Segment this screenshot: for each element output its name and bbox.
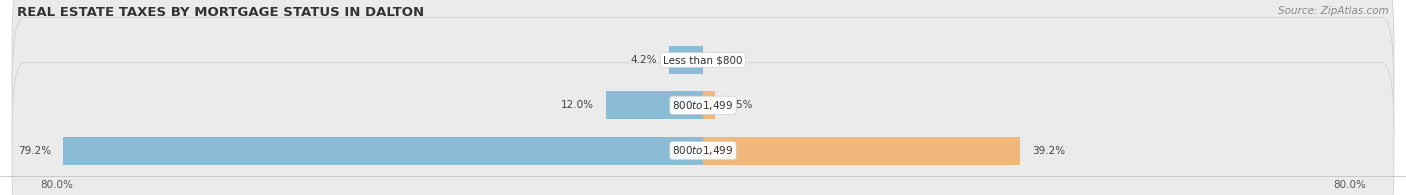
Text: $800 to $1,499: $800 to $1,499 [672, 99, 734, 112]
Bar [606, 91, 703, 119]
Text: 79.2%: 79.2% [18, 146, 51, 156]
Text: Source: ZipAtlas.com: Source: ZipAtlas.com [1278, 6, 1389, 16]
FancyBboxPatch shape [13, 0, 1393, 148]
Text: 4.2%: 4.2% [630, 55, 657, 65]
Text: 0.0%: 0.0% [716, 55, 741, 65]
Text: REAL ESTATE TAXES BY MORTGAGE STATUS IN DALTON: REAL ESTATE TAXES BY MORTGAGE STATUS IN … [17, 6, 425, 19]
Text: $800 to $1,499: $800 to $1,499 [672, 144, 734, 157]
Text: 12.0%: 12.0% [561, 100, 593, 110]
FancyBboxPatch shape [13, 17, 1393, 193]
Bar [703, 136, 1019, 165]
Bar [703, 91, 716, 119]
Bar [669, 46, 703, 74]
Text: 1.5%: 1.5% [727, 100, 754, 110]
Bar [63, 136, 703, 165]
Text: 39.2%: 39.2% [1032, 146, 1064, 156]
Text: Less than $800: Less than $800 [664, 55, 742, 65]
FancyBboxPatch shape [13, 63, 1393, 195]
